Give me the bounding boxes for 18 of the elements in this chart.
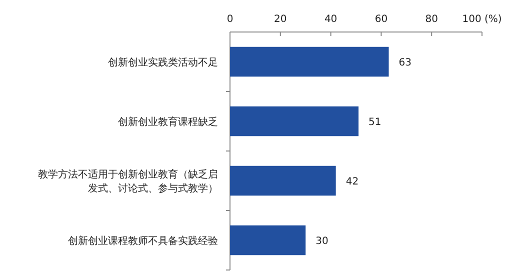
y-tick-label: 教学方法不适用于创新创业教育（缺乏启发式、讨论式、参与式教学）: [38, 168, 218, 194]
x-tick-label: 20: [274, 14, 287, 25]
data-label: 63: [398, 57, 412, 68]
data-label: 42: [346, 176, 359, 188]
bar: [230, 106, 359, 136]
y-tick-label: 创新创业教育课程缺乏: [118, 116, 218, 128]
y-tick-label: 创新创业课程教师不具备实践经验: [68, 234, 218, 247]
bar: [230, 166, 336, 196]
y-tick-label: 创新创业实践类活动不足: [108, 56, 218, 68]
x-tick-label: 100 (%): [462, 14, 502, 25]
data-label: 51: [368, 116, 382, 128]
x-tick-label: 60: [374, 14, 388, 25]
x-tick-label: 0: [226, 14, 234, 25]
data-label: 30: [316, 236, 328, 247]
bar: [230, 225, 306, 256]
bar: [230, 46, 389, 77]
x-tick-label: 40: [324, 14, 338, 25]
x-tick-label: 80: [425, 14, 438, 25]
